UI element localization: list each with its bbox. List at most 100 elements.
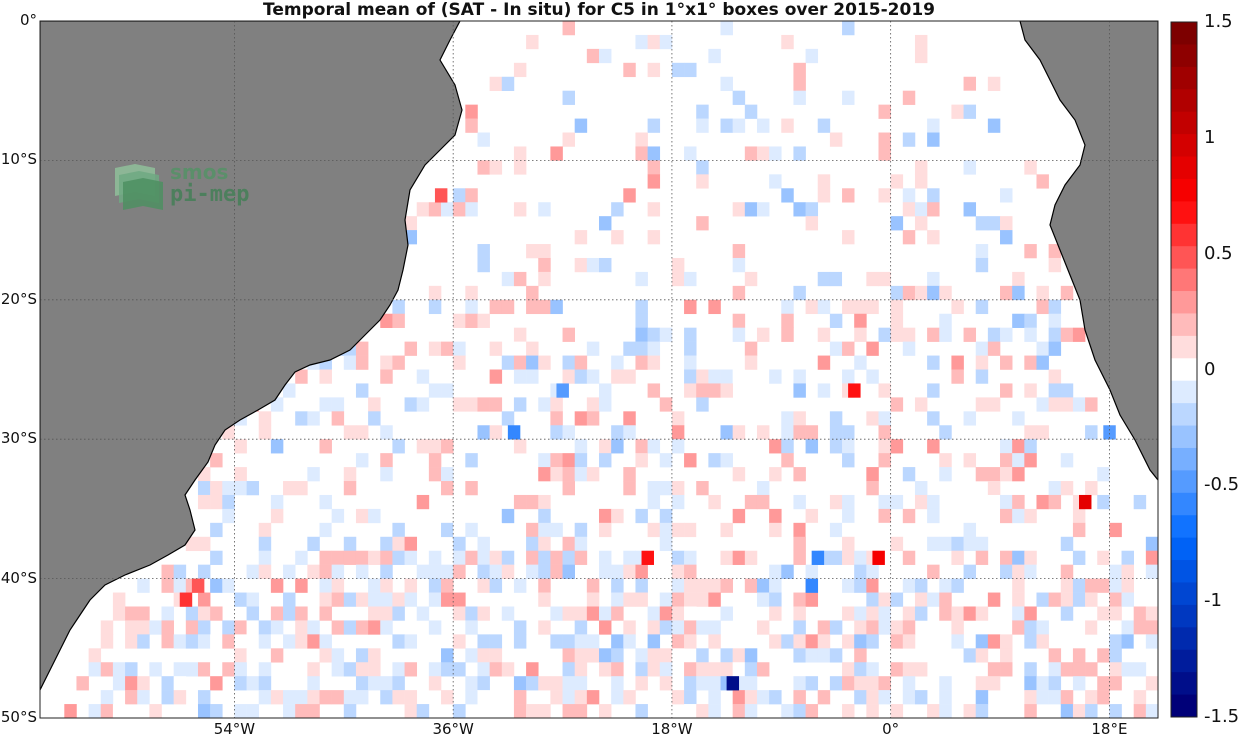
colorbar-segment bbox=[1171, 537, 1197, 561]
heatmap-cell bbox=[586, 411, 600, 426]
heatmap-cell bbox=[671, 481, 685, 496]
heatmap-cell bbox=[343, 467, 357, 482]
heatmap-cell bbox=[149, 704, 162, 718]
heatmap-cell bbox=[1048, 481, 1062, 496]
heatmap-cell bbox=[477, 160, 490, 175]
heatmap-cell bbox=[76, 676, 89, 691]
colorbar-segment bbox=[1171, 201, 1197, 225]
heatmap-cell bbox=[963, 160, 977, 175]
heatmap-cell bbox=[197, 620, 211, 635]
heatmap-cell bbox=[987, 467, 1001, 482]
heatmap-cell bbox=[756, 662, 770, 677]
heatmap-cell bbox=[392, 634, 405, 649]
heatmap-cell bbox=[465, 118, 478, 133]
heatmap-cell bbox=[793, 202, 806, 217]
heatmap-cell bbox=[623, 425, 636, 440]
heatmap-cell bbox=[574, 439, 588, 454]
heatmap-cell bbox=[319, 494, 332, 510]
heatmap-cell-highlight bbox=[726, 676, 740, 691]
heatmap-cell bbox=[441, 481, 454, 496]
colorbar-segment bbox=[1171, 470, 1197, 494]
heatmap-cell bbox=[392, 606, 405, 621]
heatmap-cell bbox=[270, 578, 284, 593]
colorbar-segment bbox=[1171, 604, 1197, 628]
heatmap-cell bbox=[671, 592, 685, 607]
heatmap-cell bbox=[1121, 564, 1134, 579]
heatmap-cell bbox=[696, 369, 709, 384]
heatmap-cell bbox=[599, 522, 612, 538]
heatmap-cell bbox=[696, 160, 709, 175]
heatmap-cell bbox=[586, 467, 600, 482]
heatmap-cell bbox=[501, 606, 515, 621]
heatmap-cell bbox=[489, 341, 503, 356]
heatmap-cell bbox=[878, 690, 891, 705]
heatmap-cell bbox=[1097, 676, 1110, 691]
heatmap-cell bbox=[1145, 536, 1158, 552]
heatmap-cell bbox=[854, 690, 867, 705]
heatmap-cell bbox=[939, 536, 952, 552]
heatmap-cell bbox=[416, 606, 430, 621]
heatmap-cell bbox=[1109, 522, 1122, 538]
heatmap-cell bbox=[842, 299, 855, 315]
heatmap-cell bbox=[647, 648, 661, 663]
heatmap-cell bbox=[866, 467, 879, 482]
heatmap-cell bbox=[623, 411, 636, 426]
heatmap-cell bbox=[453, 397, 466, 412]
heatmap-cell bbox=[914, 202, 928, 217]
heatmap-cell bbox=[586, 257, 600, 273]
heatmap-cell bbox=[842, 508, 855, 524]
heatmap-cell bbox=[1048, 494, 1062, 510]
heatmap-cell bbox=[671, 494, 685, 510]
heatmap-cell bbox=[671, 411, 685, 426]
heatmap-cell bbox=[842, 662, 855, 677]
heatmap-cell bbox=[708, 453, 721, 468]
heatmap-cell bbox=[842, 606, 855, 621]
heatmap-cell bbox=[246, 620, 260, 635]
heatmap-cell bbox=[684, 383, 697, 398]
heatmap-cell bbox=[331, 397, 345, 412]
heatmap-cell bbox=[793, 425, 806, 440]
y-tick-label: 50°S bbox=[0, 708, 37, 726]
heatmap-cell bbox=[878, 522, 891, 538]
heatmap-cell bbox=[1000, 648, 1013, 663]
heatmap-cell bbox=[769, 439, 782, 454]
heatmap-cell bbox=[866, 299, 879, 315]
heatmap-cell bbox=[951, 369, 964, 384]
heatmap-cell bbox=[453, 620, 466, 635]
heatmap-cell bbox=[878, 578, 891, 593]
heatmap-cell bbox=[829, 676, 843, 691]
heatmap-cell bbox=[501, 299, 515, 315]
heatmap-cell bbox=[477, 244, 490, 259]
heatmap-cell bbox=[902, 467, 916, 482]
heatmap-cell bbox=[428, 620, 442, 635]
heatmap-cell bbox=[927, 202, 940, 217]
heatmap-cell bbox=[1060, 564, 1074, 579]
heatmap-cell bbox=[817, 648, 831, 663]
heatmap-cell bbox=[1048, 313, 1062, 328]
heatmap-cell bbox=[307, 536, 320, 552]
heatmap-cell bbox=[647, 146, 661, 161]
heatmap-cell bbox=[647, 34, 661, 50]
heatmap-cell bbox=[975, 704, 989, 718]
heatmap-cell bbox=[671, 425, 685, 440]
heatmap-cell bbox=[878, 592, 891, 607]
heatmap-cell bbox=[246, 564, 260, 579]
heatmap-cell bbox=[939, 592, 952, 607]
heatmap-cell bbox=[914, 160, 928, 175]
heatmap-cell bbox=[125, 662, 138, 677]
heatmap-cell bbox=[307, 676, 320, 691]
heatmap-cell bbox=[975, 550, 989, 565]
heatmap-cell bbox=[842, 634, 855, 649]
heatmap-cell bbox=[562, 355, 575, 370]
heatmap-cell bbox=[1036, 397, 1049, 412]
heatmap-cell bbox=[562, 369, 575, 384]
heatmap-cell bbox=[708, 383, 721, 398]
heatmap-cell bbox=[599, 397, 612, 412]
heatmap-cell bbox=[562, 21, 575, 36]
heatmap-cell bbox=[611, 634, 624, 649]
heatmap-cell bbox=[1072, 704, 1086, 718]
heatmap-cell bbox=[1024, 676, 1037, 691]
heatmap-cell bbox=[623, 620, 636, 635]
heatmap-cell bbox=[611, 564, 624, 579]
heatmap-cell bbox=[550, 564, 563, 579]
